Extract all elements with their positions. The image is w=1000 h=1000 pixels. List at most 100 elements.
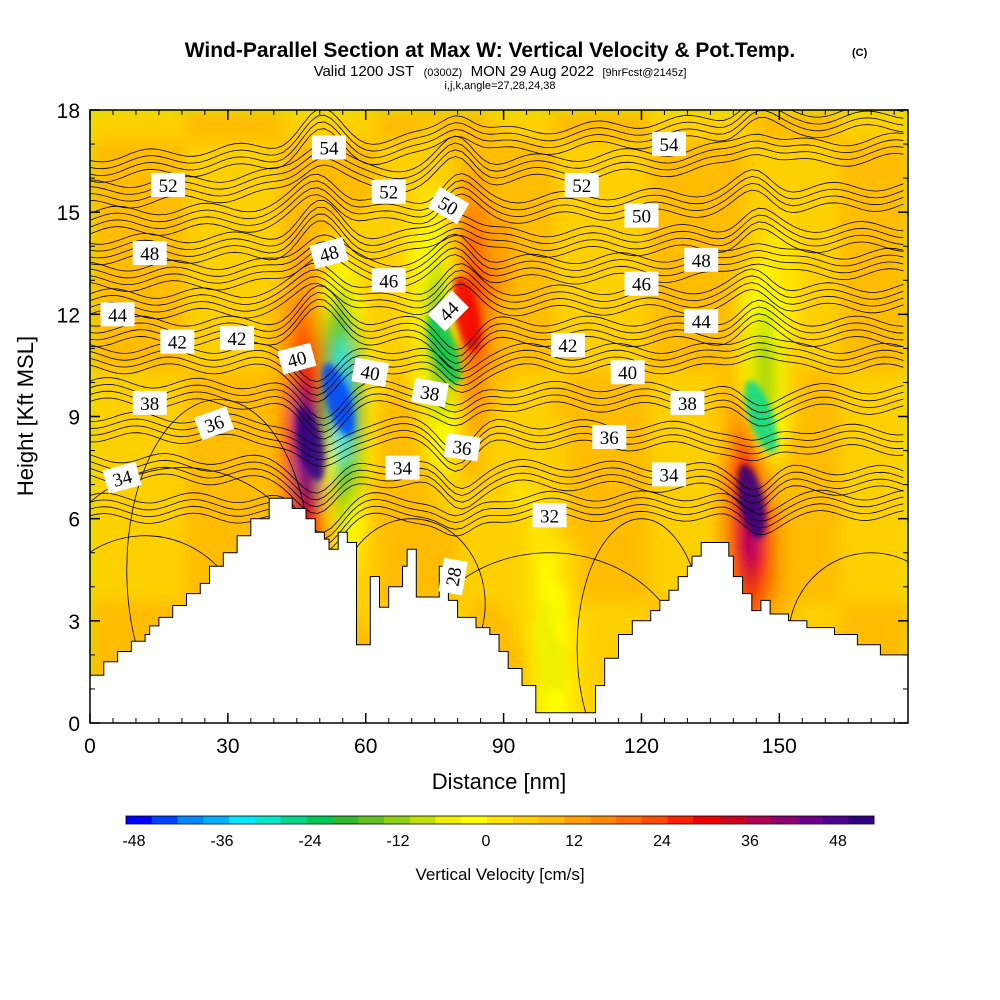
- w-cell: [608, 278, 623, 295]
- w-cell: [730, 293, 745, 310]
- w-cell: [349, 309, 364, 326]
- contour-label-text: 46: [379, 271, 398, 292]
- w-cell: [635, 401, 650, 418]
- w-cell: [567, 217, 582, 234]
- w-cell: [689, 140, 705, 157]
- w-cell: [444, 125, 459, 142]
- w-cell: [430, 263, 446, 280]
- w-cell: [144, 600, 159, 617]
- w-cell: [867, 293, 882, 310]
- w-cell: [212, 125, 227, 142]
- w-cell: [689, 431, 705, 448]
- w-cell: [417, 447, 432, 464]
- w-cell: [880, 370, 895, 387]
- w-cell: [294, 201, 309, 218]
- colorbar-swatch: [719, 816, 746, 824]
- w-cell: [839, 324, 855, 341]
- w-cell: [880, 232, 895, 249]
- w-cell: [880, 477, 895, 494]
- w-cell: [771, 355, 786, 372]
- w-cell: [785, 293, 800, 310]
- w-cell: [867, 631, 882, 647]
- w-cell: [812, 171, 827, 188]
- w-cell: [512, 232, 527, 249]
- w-cell: [280, 201, 296, 218]
- w-cell: [621, 600, 636, 617]
- w-cell: [158, 201, 173, 218]
- w-cell: [621, 539, 636, 556]
- w-cell: [444, 263, 459, 280]
- w-cell: [403, 125, 418, 142]
- w-cell: [553, 401, 568, 418]
- w-cell: [458, 600, 473, 617]
- w-cell: [185, 171, 200, 188]
- w-cell: [553, 462, 568, 479]
- w-cell: [376, 293, 391, 310]
- w-cell: [648, 339, 664, 356]
- w-cell: [158, 569, 173, 586]
- w-cell: [103, 140, 118, 157]
- w-cell: [689, 477, 705, 494]
- w-cell: [839, 431, 855, 448]
- w-cell: [744, 125, 759, 142]
- colorbar-swatch: [306, 816, 333, 824]
- w-cell: [335, 110, 350, 126]
- w-cell: [758, 554, 773, 571]
- w-cell: [171, 278, 187, 295]
- w-cell: [212, 247, 227, 264]
- w-cell: [744, 554, 759, 571]
- theta-contour-line: [90, 247, 904, 285]
- w-cell: [90, 631, 105, 647]
- contour-label-box: [193, 406, 235, 441]
- w-cell: [239, 447, 255, 464]
- w-cell: [308, 477, 323, 494]
- w-cell: [171, 477, 187, 494]
- w-cell: [894, 324, 908, 341]
- contour-label-box: [351, 357, 390, 387]
- contour-label-box: [100, 302, 135, 327]
- w-cell: [430, 232, 446, 249]
- w-cell: [676, 293, 691, 310]
- w-cell: [580, 401, 596, 418]
- w-cell: [280, 186, 296, 203]
- w-cell: [758, 232, 773, 249]
- w-cell: [158, 462, 173, 479]
- w-cell: [785, 171, 800, 188]
- w-cell: [608, 523, 623, 540]
- theta-contour-line: [90, 285, 904, 351]
- colorbar-swatch: [667, 816, 694, 824]
- w-cell: [717, 155, 732, 172]
- theta-contour-line: [90, 240, 904, 279]
- w-cell: [853, 370, 868, 387]
- w-cell: [130, 324, 146, 341]
- w-cell: [539, 401, 555, 418]
- w-cell: [144, 493, 159, 510]
- w-cell: [812, 232, 827, 249]
- w-cell: [430, 493, 446, 510]
- w-cell: [430, 278, 446, 295]
- w-cell: [894, 217, 908, 234]
- w-cell: [567, 401, 582, 418]
- w-cell: [117, 539, 132, 556]
- w-cell: [812, 447, 827, 464]
- w-cell: [280, 110, 296, 126]
- colorbar-swatch: [512, 816, 540, 824]
- w-cell: [894, 554, 908, 571]
- w-cell: [499, 247, 514, 264]
- w-cell: [867, 232, 882, 249]
- colorbar-swatch: [796, 816, 823, 824]
- w-cell: [430, 416, 446, 433]
- w-cell: [676, 201, 691, 218]
- w-cell: [90, 217, 105, 234]
- w-cell: [648, 569, 664, 586]
- w-cell: [471, 278, 486, 295]
- w-cell: [526, 600, 541, 617]
- w-cell: [144, 554, 159, 571]
- w-cell: [512, 171, 527, 188]
- x-tick-label: 150: [762, 735, 797, 758]
- w-cell: [771, 232, 786, 249]
- w-cell: [758, 171, 773, 188]
- w-cell: [117, 155, 132, 172]
- w-cell: [526, 110, 541, 126]
- w-cell: [703, 447, 718, 464]
